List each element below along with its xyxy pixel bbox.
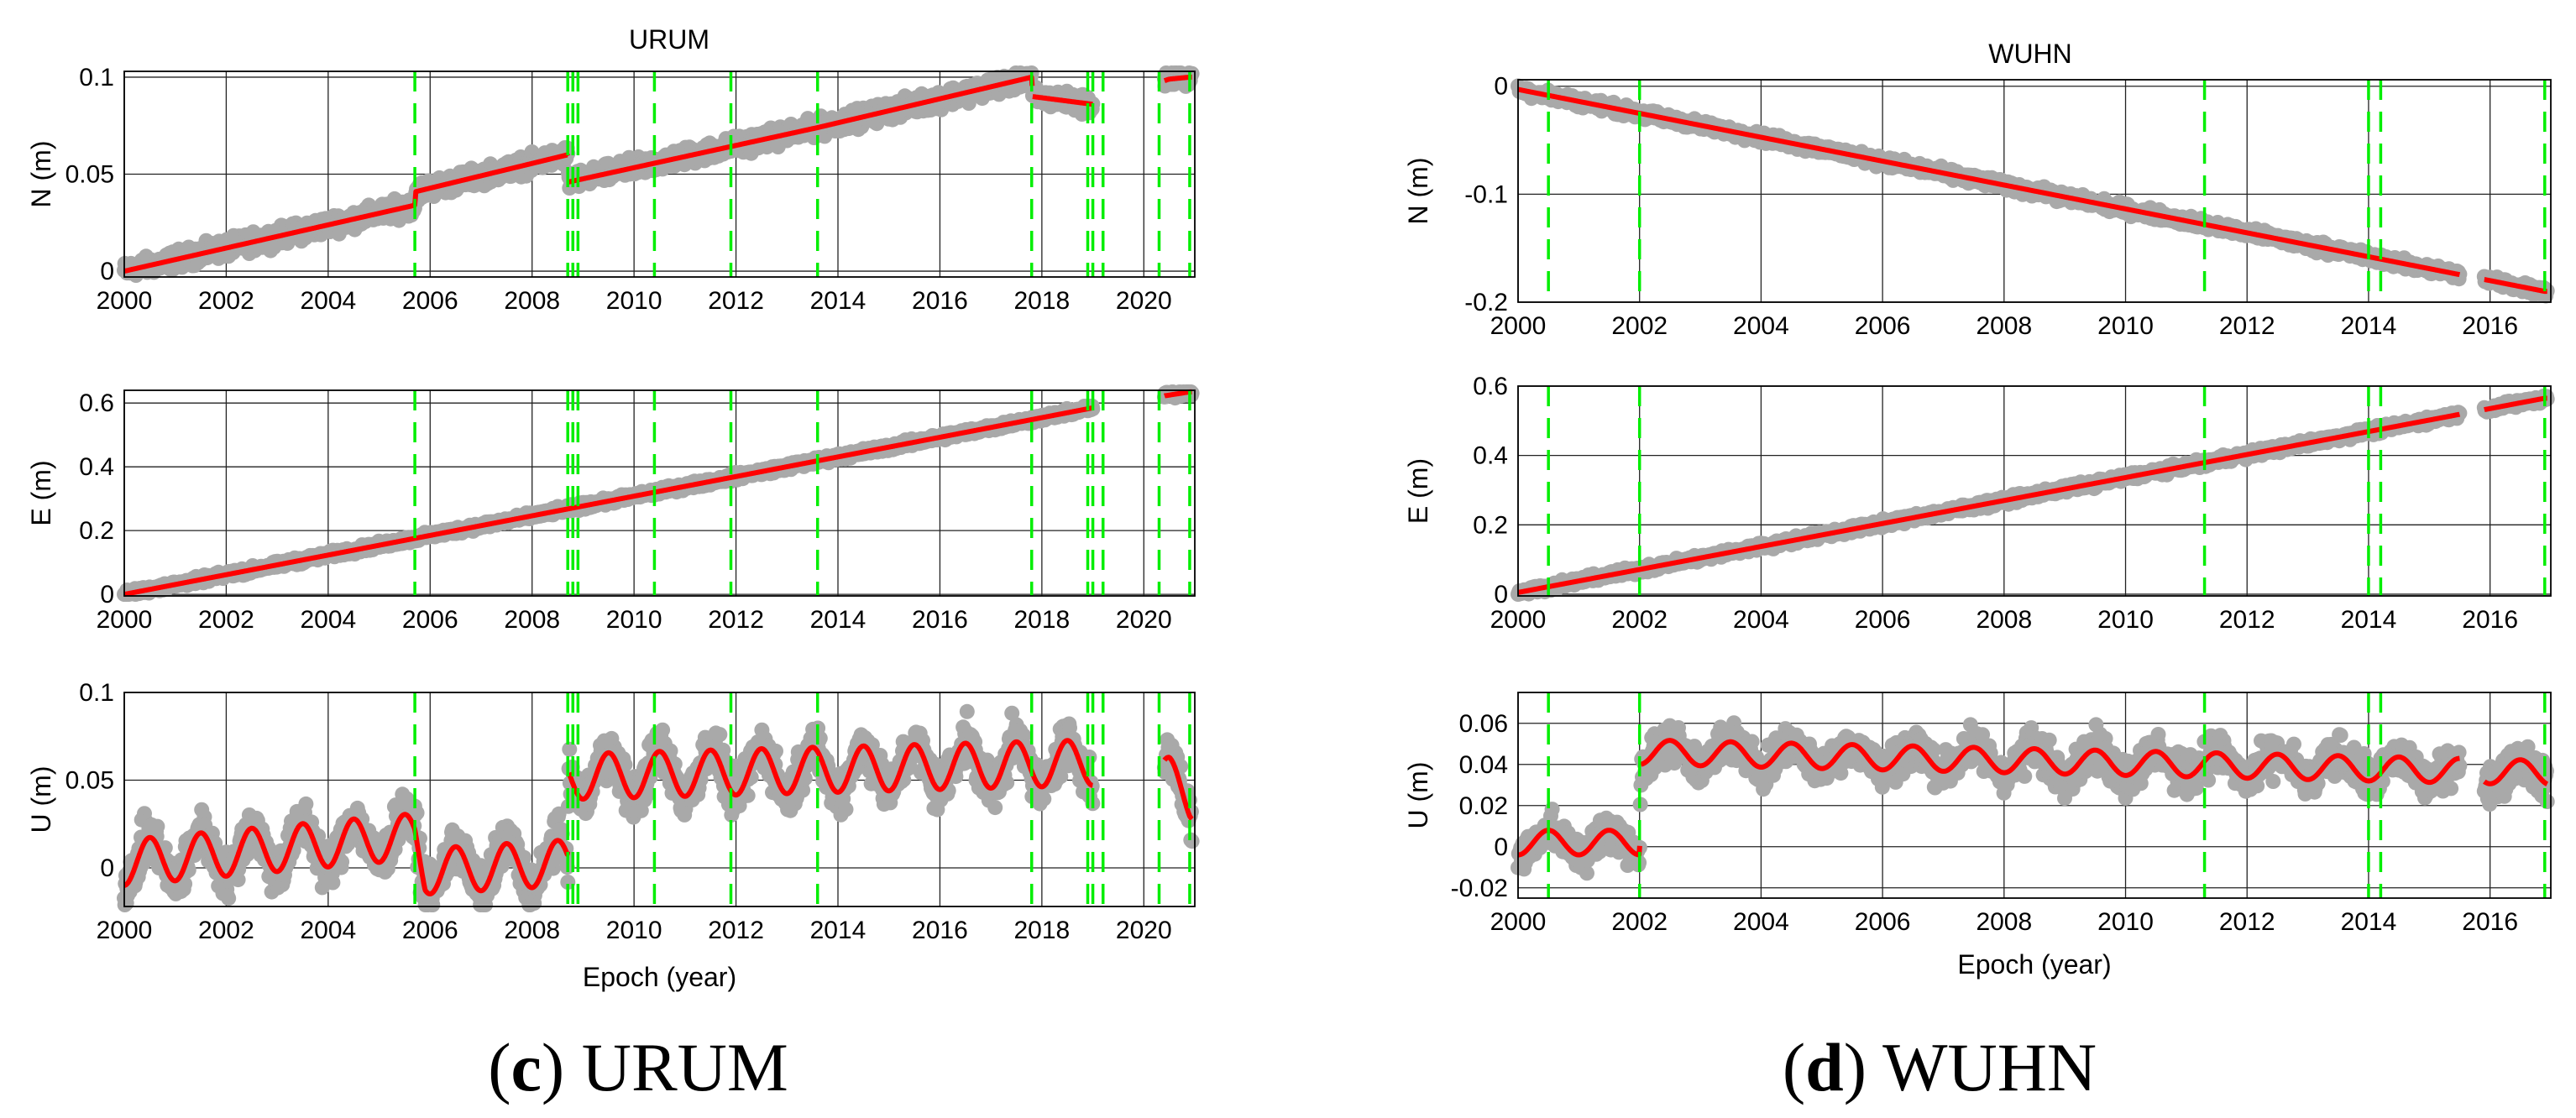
observed-point: [298, 796, 314, 812]
x-tick-label: 2016: [912, 606, 968, 634]
y-tick-label: 0.1: [79, 64, 114, 91]
x-tick-label: 2000: [97, 606, 153, 634]
x-tick-label: 2014: [810, 287, 867, 315]
observed-point: [425, 897, 441, 912]
x-tick-label: 2006: [402, 606, 458, 634]
y-tick-label: 0: [100, 258, 114, 285]
x-tick-label: 2018: [1013, 287, 1070, 315]
x-tick-label: 2008: [504, 606, 560, 634]
observed-point: [655, 722, 671, 738]
x-tick-label: 2020: [1116, 917, 1172, 944]
y-tick-label: 0.1: [79, 679, 114, 707]
y-tick-label: 0: [100, 854, 114, 882]
y-tick-label: 0.05: [65, 161, 114, 189]
x-tick-label: 2020: [1116, 606, 1172, 634]
x-tick-label: 2020: [1116, 287, 1172, 315]
observed-point: [712, 727, 728, 743]
y-tick-label: 0.6: [79, 389, 114, 417]
observed-point: [325, 875, 341, 891]
x-tick-label: 2000: [97, 287, 153, 315]
chart-urum: URUM 2000 2002 2004 2006 2008 2010 2012 2014 2016…: [26, 24, 1200, 992]
x-tick-label: 2014: [810, 917, 867, 944]
x-tick-label: 2004: [300, 606, 356, 634]
x-tick-label: 2010: [606, 917, 662, 944]
x-tick-label: 2012: [708, 917, 764, 944]
y-tick-label: 0.2: [79, 517, 114, 545]
x-tick-label: 2008: [504, 287, 560, 315]
x-tick-label: 2000: [97, 917, 153, 944]
observed-point: [838, 802, 854, 818]
panel-n: 2000 2002 2004 2006 2008 2010 2012 2014 2016 2018…: [26, 64, 1200, 315]
x-tick-label: 2012: [708, 287, 764, 315]
y-axis-label: N (m): [26, 141, 56, 208]
x-tick-label: 2012: [708, 606, 764, 634]
panel-u: 2000 2002 2004 2006 2008 2010 2012 2014 2016 2018…: [26, 679, 1200, 944]
x-tick-label: 2004: [300, 917, 356, 944]
observed-series: [117, 703, 1200, 912]
x-tick-label: 2004: [300, 287, 356, 315]
observed-point: [221, 891, 237, 906]
y-axis-label: E (m): [26, 460, 56, 525]
x-tick-label: 2002: [198, 606, 254, 634]
x-tick-label: 2002: [198, 287, 254, 315]
y-tick-label: 0.05: [65, 767, 114, 795]
observed-point: [812, 730, 828, 746]
x-tick-label: 2018: [1013, 606, 1070, 634]
chart-title: URUM: [629, 24, 709, 55]
x-tick-label: 2006: [402, 917, 458, 944]
x-tick-label: 2008: [504, 917, 560, 944]
x-tick-label: 2002: [198, 917, 254, 944]
x-tick-label: 2018: [1013, 917, 1070, 944]
y-tick-label: 0: [100, 581, 114, 609]
x-tick-label: 2006: [402, 287, 458, 315]
x-tick-label: 2010: [606, 287, 662, 315]
panel-e: 2000 2002 2004 2006 2008 2010 2012 2014 2016 2018…: [26, 384, 1200, 634]
x-tick-label: 2016: [912, 287, 968, 315]
y-tick-label: 0.4: [79, 453, 114, 481]
x-tick-label: 2014: [810, 606, 867, 634]
observed-point: [562, 741, 578, 757]
x-tick-label: 2010: [606, 606, 662, 634]
x-tick-label: 2016: [912, 917, 968, 944]
observed-point: [149, 818, 165, 834]
